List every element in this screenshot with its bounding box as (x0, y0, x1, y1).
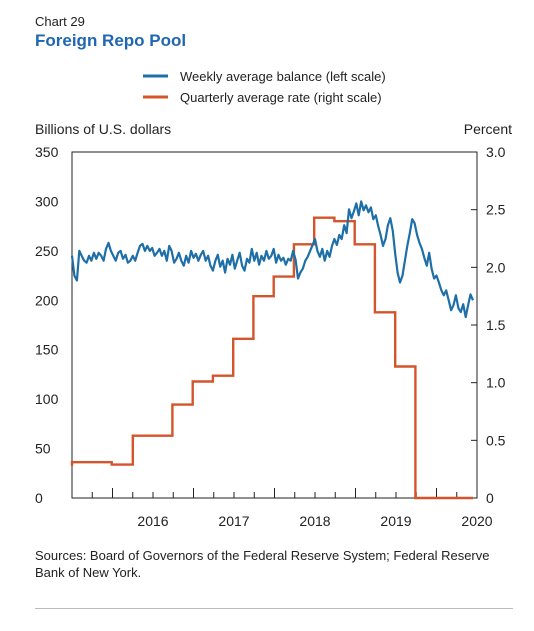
chart-number: Chart 29 (35, 14, 85, 29)
left-tick-label: 250 (35, 243, 59, 259)
right-tick-label: 0 (486, 490, 494, 506)
left-tick-label: 300 (35, 193, 59, 209)
right-tick-label: 3.0 (486, 144, 506, 160)
x-tick-label: 2017 (218, 513, 249, 529)
left-tick-label: 350 (35, 144, 59, 160)
legend: Weekly average balance (left scale) Quar… (143, 69, 386, 105)
series-layer (70, 200, 475, 500)
right-axis: 3.0 2.5 2.0 1.5 1.0 0.5 0 (471, 144, 506, 506)
right-tick-label: 1.0 (486, 375, 506, 391)
left-tick-label: 50 (35, 441, 51, 457)
left-tick-label: 150 (35, 342, 59, 358)
right-tick-label: 2.5 (486, 202, 506, 218)
right-axis-label: Percent (464, 121, 512, 137)
right-tick-label: 0.5 (486, 432, 506, 448)
x-tick-label: 2018 (299, 513, 330, 529)
bottom-rule (35, 608, 513, 609)
legend-label-rate: Quarterly average rate (right scale) (180, 90, 382, 105)
chart-area: Weekly average balance (left scale) Quar… (35, 69, 512, 529)
x-tick-label: 2019 (380, 513, 411, 529)
right-tick-label: 2.0 (486, 259, 506, 275)
series-line-balance (70, 200, 475, 319)
legend-label-balance: Weekly average balance (left scale) (180, 69, 386, 84)
left-tick-label: 100 (35, 391, 59, 407)
x-tick-label: 2016 (137, 513, 168, 529)
left-axis-label: Billions of U.S. dollars (35, 121, 171, 137)
source-note: Sources: Board of Governors of the Feder… (35, 548, 490, 580)
series-line-rate (70, 216, 473, 500)
left-tick-label: 0 (35, 490, 43, 506)
left-axis: 350 300 250 200 150 100 50 0 (35, 144, 59, 506)
x-tick-label: 2020 (461, 513, 492, 529)
right-tick-label: 1.5 (486, 317, 506, 333)
chart-title: Foreign Repo Pool (35, 31, 187, 50)
left-tick-label: 200 (35, 292, 59, 308)
x-axis: 2016 2017 2018 2019 2020 (91, 488, 493, 529)
